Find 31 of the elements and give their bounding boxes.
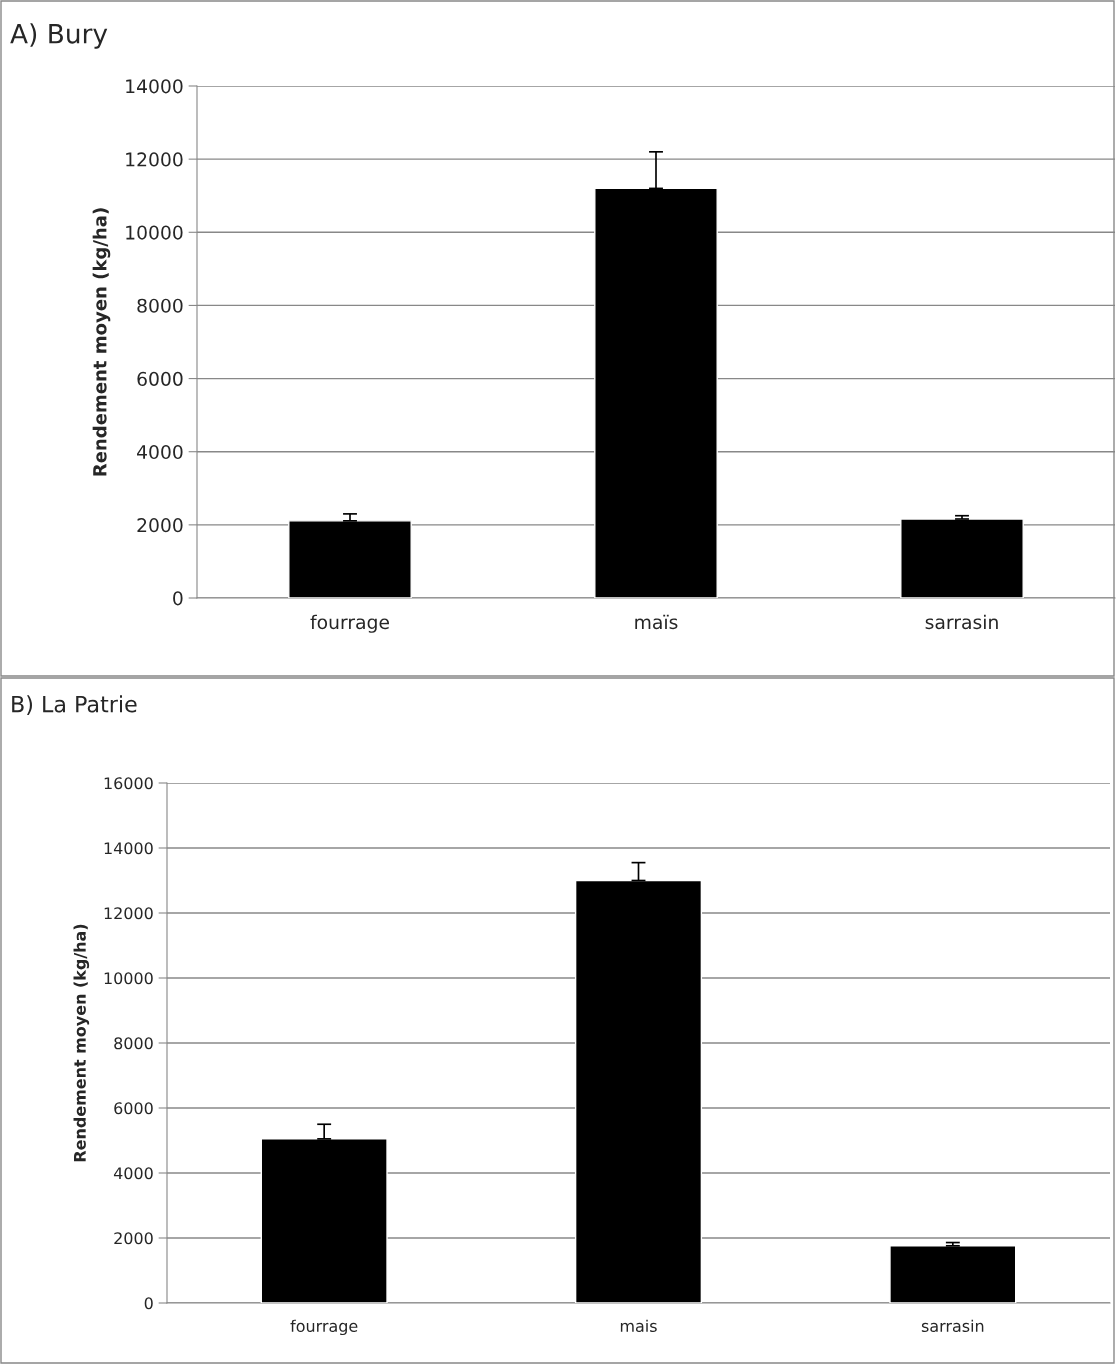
bar xyxy=(889,1245,1017,1303)
x-tick-label: sarrasin xyxy=(925,614,998,630)
bar xyxy=(900,518,1024,598)
y-tick-label: 6000 xyxy=(137,371,183,386)
y-axis-title: Rendement moyen (kg/ha) xyxy=(73,924,90,1162)
y-axis-title: Rendement moyen (kg/ha) xyxy=(92,208,111,476)
bar xyxy=(260,1138,388,1303)
y-tick-label: 4000 xyxy=(137,444,183,460)
y-tick-label: 4000 xyxy=(113,1167,153,1180)
y-tick-label: 14000 xyxy=(126,79,183,94)
y-tick-label: 12000 xyxy=(104,907,153,920)
bar xyxy=(288,520,412,598)
x-tick-label: fourrage xyxy=(290,1319,358,1336)
y-tick-label: 8000 xyxy=(114,1037,153,1050)
x-tick-label: sarrasin xyxy=(921,1319,984,1333)
x-tick-label: mais xyxy=(620,1319,657,1333)
x-tick-label: fourrage xyxy=(310,614,389,633)
y-tick-label: 0 xyxy=(144,1297,153,1310)
y-tick-label: 10000 xyxy=(104,972,153,985)
y-tick-label: 2000 xyxy=(114,1232,153,1245)
y-tick-label: 14000 xyxy=(104,842,153,855)
chart-title: A) Bury xyxy=(10,23,108,49)
y-tick-label: 8000 xyxy=(137,298,183,313)
y-tick-label: 12000 xyxy=(126,152,183,167)
y-tick-label: 6000 xyxy=(114,1102,153,1115)
y-tick-label: 2000 xyxy=(137,518,183,533)
x-tick-label: maïs xyxy=(635,614,678,630)
y-tick-label: 0 xyxy=(173,591,183,606)
y-tick-label: 16000 xyxy=(104,777,153,790)
y-tick-label: 10000 xyxy=(126,225,183,240)
chart-title: B) La Patrie xyxy=(12,695,137,716)
